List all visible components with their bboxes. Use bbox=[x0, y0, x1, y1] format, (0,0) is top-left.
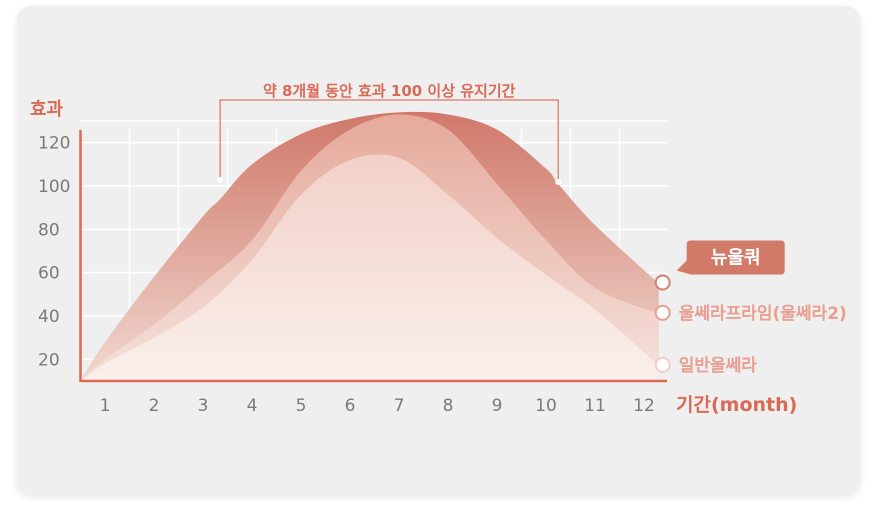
y-tick-label: 60 bbox=[38, 264, 60, 284]
x-axis-label: 기간(month) bbox=[676, 394, 797, 416]
y-tick-label: 40 bbox=[38, 307, 60, 327]
x-tick-label: 3 bbox=[198, 396, 209, 416]
duration-annotation: 약 8개월 동안 효과 100 이상 유지기간 bbox=[217, 82, 562, 185]
x-tick-label: 11 bbox=[584, 396, 606, 416]
series-label-badge bbox=[676, 240, 785, 275]
y-tick-labels: 20 40 60 80 100 120 bbox=[38, 134, 70, 371]
x-tick-label: 7 bbox=[394, 396, 405, 416]
annotation-bracket bbox=[219, 99, 559, 182]
y-tick-label: 100 bbox=[38, 177, 70, 197]
x-tick-label: 1 bbox=[100, 396, 111, 416]
area-series-3 bbox=[80, 154, 659, 381]
series-end-marker bbox=[654, 304, 671, 321]
x-tick-label: 5 bbox=[296, 396, 307, 416]
x-tick-label: 9 bbox=[492, 396, 503, 416]
annotation-marker-start bbox=[217, 177, 224, 183]
series-end-marker bbox=[654, 274, 671, 291]
series-label: 울쎄라프라임(울쎄라2) bbox=[679, 303, 847, 324]
x-tick-label: 6 bbox=[345, 396, 356, 416]
series-end-marker bbox=[654, 356, 671, 373]
x-tick-label: 4 bbox=[247, 396, 258, 416]
x-tick-label: 2 bbox=[149, 396, 160, 416]
y-tick-label: 120 bbox=[38, 134, 70, 154]
annotation-marker-end bbox=[555, 179, 562, 185]
y-tick-label: 20 bbox=[38, 350, 60, 370]
axes bbox=[79, 130, 667, 383]
y-tick-label: 80 bbox=[38, 220, 60, 240]
area-series bbox=[80, 111, 659, 381]
series-label: 뉴울쿼 bbox=[711, 248, 761, 269]
series-label: 일반울쎄라 bbox=[679, 356, 758, 376]
x-tick-label: 8 bbox=[443, 396, 454, 416]
x-tick-labels: 1 2 3 4 5 6 7 8 9 10 11 12 bbox=[100, 396, 655, 416]
x-tick-label: 12 bbox=[633, 396, 655, 416]
y-axis-label: 효과 bbox=[30, 99, 64, 120]
x-tick-label: 10 bbox=[535, 396, 557, 416]
annotation-text: 약 8개월 동안 효과 100 이상 유지기간 bbox=[263, 82, 516, 100]
